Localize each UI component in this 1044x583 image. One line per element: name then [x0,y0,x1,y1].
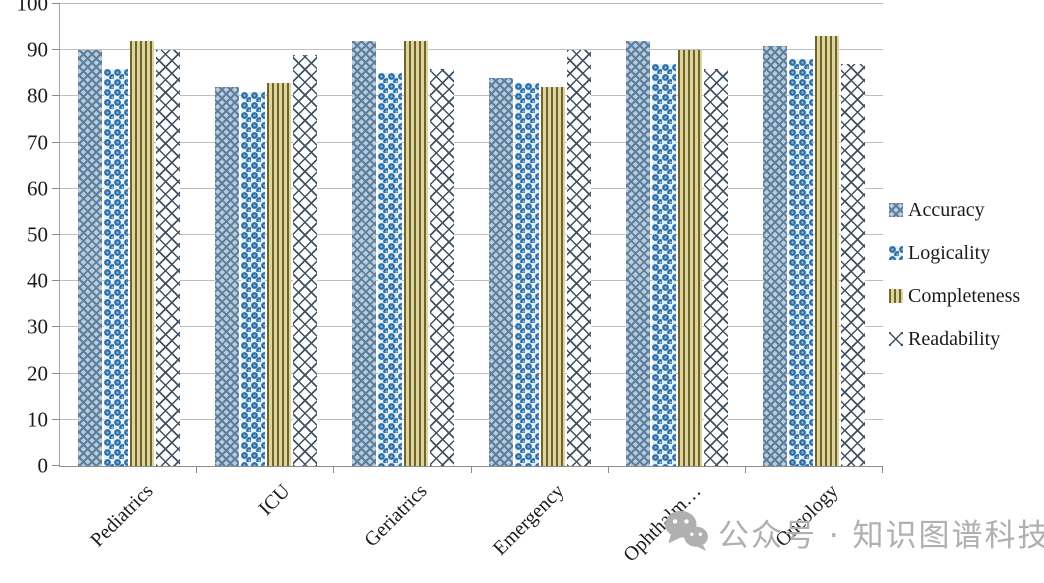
bar-accuracy-emergency [489,77,514,466]
x-axis-tick [333,466,335,473]
legend-label: Completeness [908,284,1021,307]
bar-readability-icu [292,54,317,466]
legend-label: Readability [908,327,1001,350]
y-axis-tick-label: 80 [27,83,48,108]
bar-group-oncology [746,4,883,466]
bar-group-icu [197,4,334,466]
bar-logicality-ophthalm [652,64,677,466]
y-axis-tick [52,3,60,4]
bar-logicality-geriatrics [377,73,402,466]
bar-accuracy-oncology [763,45,788,466]
legend-label: Logicality [908,241,991,264]
y-axis-tick [52,95,60,97]
bar-logicality-icu [240,91,265,466]
bar-readability-ophthalm [704,68,729,466]
gridline [60,141,883,143]
y-axis-tick [52,187,60,189]
y-axis-tick-label: 0 [37,453,49,478]
bar-logicality-emergency [515,82,540,466]
y-axis-tick [52,372,60,374]
y-axis-tick [52,234,60,235]
bar-accuracy-ophthalm [626,40,651,466]
legend-item-logicality: Logicality [889,241,1020,265]
blue-weave-legend-swatch [889,203,903,217]
y-axis-tick-label: 10 [27,407,48,432]
bar-readability-emergency [567,50,592,466]
y-axis-tick [52,141,60,143]
x-axis-label: Pediatrics [85,480,158,552]
gridline [60,3,883,4]
gridline [60,187,883,189]
bar-group-ophthalm [609,4,746,466]
bar-completeness-emergency [541,87,566,466]
x-axis-label: ICU [254,480,295,520]
y-axis-tick-label: 100 [16,0,49,16]
wechat-icon [664,509,710,556]
bar-readability-geriatrics [429,68,454,466]
gridline [60,234,883,235]
y-axis-tick [52,418,60,420]
gridline [60,372,883,374]
bar-completeness-pediatrics [129,40,154,466]
gridline [60,49,883,51]
x-axis-label: Geriatrics [360,480,432,552]
legend-label: Accuracy [908,198,985,221]
bar-logicality-oncology [789,59,814,466]
y-axis-tick [52,465,60,466]
gridline [60,95,883,97]
x-axis-tick [196,466,198,473]
y-axis-tick-label: 60 [27,176,48,201]
y-axis-tick-label: 90 [27,37,48,62]
y-axis-tick-label: 40 [27,268,48,293]
gridline [60,418,883,420]
y-axis-tick [52,326,60,328]
legend-item-completeness: Completeness [889,284,1020,308]
y-axis-tick [52,49,60,51]
gridline [60,326,883,328]
bar-accuracy-pediatrics [77,50,102,466]
bar-accuracy-geriatrics [351,40,376,466]
bar-completeness-oncology [815,36,840,466]
legend-item-readability: Readability [889,327,1020,351]
y-axis-tick-label: 50 [27,222,48,247]
bar-completeness-ophthalm [678,50,703,466]
x-axis-tick [470,466,472,473]
bar-completeness-icu [266,82,291,466]
watermark: 公众号 · 知识图谱科技 [664,509,1044,556]
y-axis-tick [52,280,60,282]
bar-completeness-geriatrics [403,40,428,466]
bar-readability-pediatrics [155,50,180,466]
x-axis-tick [882,466,883,473]
y-axis-tick-label: 70 [27,130,48,155]
plot-area [52,3,883,473]
blue-dots-legend-swatch [889,246,903,260]
y-axis-tick-label: 30 [27,314,48,339]
bar-readability-oncology [841,64,866,466]
legend: Accuracy Logicality Completeness Readabilit… [889,198,1020,370]
x-axis-tick [607,466,609,473]
bar-group-geriatrics [334,4,471,466]
legend-item-accuracy: Accuracy [889,198,1020,222]
bar-group-emergency [472,4,609,466]
x-axis-label: Emergency [488,480,569,560]
watermark-text: 公众号 · 知识图谱科技 [718,518,1044,554]
olive-stripes-legend-swatch [889,289,903,303]
diamond-lattice-legend-swatch [889,332,903,346]
bar-group-pediatrics [60,4,197,466]
x-axis-tick [744,466,746,473]
bar-accuracy-icu [214,87,239,466]
bar-logicality-pediatrics [103,68,128,466]
gridline [60,280,883,282]
y-axis-labels: 0 10 20 30 40 50 60 70 80 90 100 [0,0,49,476]
y-axis-tick-label: 20 [27,361,48,386]
